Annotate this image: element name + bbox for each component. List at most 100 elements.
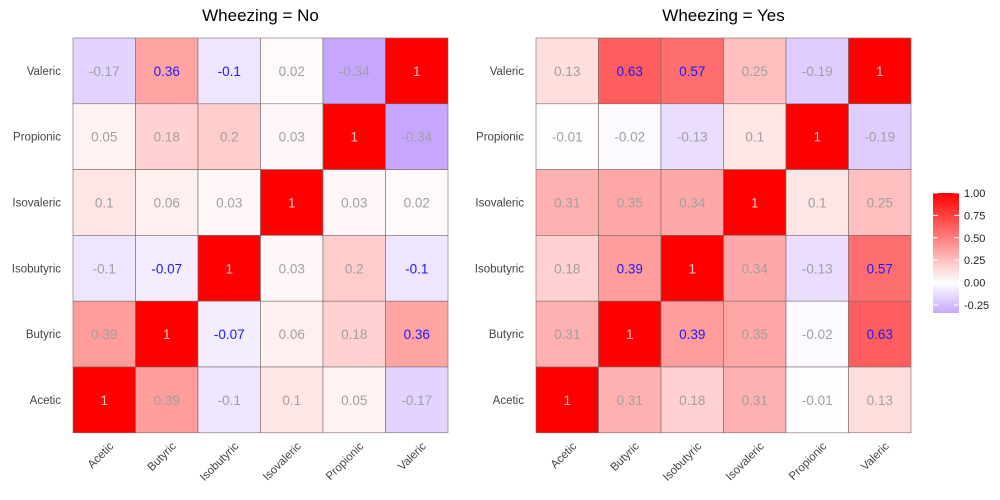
x-tick-label: Acetic [86, 440, 117, 471]
cell-value-label: 0.63 [867, 327, 893, 342]
cell-value-label: -0.17 [89, 64, 120, 79]
cell-value-label: -0.1 [405, 261, 428, 276]
legend-tick-label: -0.25 [964, 300, 989, 312]
y-tick-label: Isovaleric [12, 198, 61, 210]
heatmap-cell [197, 235, 261, 302]
cell-value-label: -0.19 [802, 64, 833, 79]
x-tick-label: Isobutyric [198, 440, 241, 483]
heatmap-cell [385, 103, 449, 170]
heatmap-cell [135, 103, 199, 170]
cell-value-label: 0.03 [279, 130, 305, 145]
heatmap-cell [723, 103, 787, 170]
cell-value-label: 1 [876, 64, 884, 79]
x-tick-label: Valeric [396, 440, 429, 473]
heatmap-cell [322, 300, 386, 368]
cell-value-label: 0.18 [341, 327, 367, 342]
heatmap-cell [385, 169, 449, 236]
heatmap-cell [260, 37, 324, 105]
y-tick-label: Isovaleric [475, 198, 524, 210]
x-tick-label: Valeric [859, 440, 892, 473]
cell-value-label: 0.18 [154, 130, 180, 145]
heatmap-cell [848, 37, 912, 105]
heatmap-cell [322, 366, 386, 434]
heatmap-cell [260, 103, 324, 170]
cell-value-label: 0.39 [617, 261, 643, 276]
cell-value-label: -0.13 [677, 130, 708, 145]
heatmap-cell [535, 366, 599, 434]
cell-value-label: 0.34 [742, 261, 769, 276]
cell-value-label: 1 [688, 261, 696, 276]
cell-value-label: -0.1 [218, 393, 241, 408]
cell-value-label: -0.02 [802, 327, 833, 342]
x-tick-label: Isovaleric [261, 440, 304, 483]
heatmap-cell [260, 366, 324, 434]
heatmap-cell [197, 37, 261, 105]
cell-value-label: -0.02 [614, 130, 645, 145]
heatmap-cell [385, 235, 449, 302]
y-tick-label: Butyric [26, 329, 61, 341]
cell-value-label: -0.07 [214, 327, 245, 342]
heatmap-cell [660, 103, 724, 170]
cell-value-label: 0.05 [341, 393, 367, 408]
cell-value-label: -0.01 [802, 393, 833, 408]
cell-value-label: 1 [288, 196, 296, 211]
cell-value-label: -0.07 [151, 261, 182, 276]
panel-title: Wheezing = No [202, 6, 319, 25]
heatmap-cell [660, 235, 724, 302]
cell-value-label: -0.34 [339, 64, 370, 79]
cell-value-label: 0.03 [341, 196, 367, 211]
heatmap-cell [598, 169, 662, 236]
heatmap-cell [72, 300, 136, 368]
heatmap-cell [260, 169, 324, 236]
cell-value-label: 1 [626, 327, 634, 342]
cell-value-label: 0.1 [282, 393, 301, 408]
x-tick-label: Acetic [549, 440, 580, 471]
heatmap-cell [598, 300, 662, 368]
cell-value-label: 0.25 [742, 64, 768, 79]
cell-value-label: -0.34 [401, 130, 432, 145]
cell-value-label: 0.31 [742, 393, 768, 408]
legend-tick-label: 0.75 [964, 210, 985, 222]
legend-tick-label: 1.00 [964, 188, 985, 200]
heatmap-cell [535, 300, 599, 368]
heatmap-cell [385, 37, 449, 105]
cell-value-label: 0.1 [808, 196, 827, 211]
legend-tick-label: 0.00 [964, 278, 985, 290]
cell-value-label: 0.2 [220, 130, 239, 145]
x-tick-label: Propionic [787, 440, 830, 483]
cell-value-label: 0.25 [867, 196, 893, 211]
cell-value-label: 0.13 [554, 64, 580, 79]
y-tick-label: Propionic [476, 132, 524, 144]
cell-value-label: 1 [813, 130, 821, 145]
cell-value-label: -0.19 [864, 130, 895, 145]
heatmap-cell [322, 37, 386, 105]
legend-colorbar [933, 193, 959, 313]
cell-value-label: 0.18 [679, 393, 705, 408]
heatmap-cell [322, 235, 386, 302]
heatmap-cell [535, 103, 599, 170]
cell-value-label: 0.57 [679, 64, 705, 79]
cell-value-label: 0.06 [279, 327, 305, 342]
cell-value-label: 0.39 [679, 327, 705, 342]
heatmap-cell [197, 169, 261, 236]
cell-value-label: 0.35 [742, 327, 768, 342]
y-tick-label: Acetic [30, 395, 62, 407]
cell-value-label: 0.63 [617, 64, 643, 79]
heatmap-cell [785, 235, 849, 302]
cell-value-label: 0.31 [617, 393, 643, 408]
y-tick-label: Valeric [490, 66, 525, 78]
cell-value-label: -0.1 [218, 64, 241, 79]
cell-value-label: 0.06 [154, 196, 180, 211]
heatmap-cell [72, 37, 136, 105]
heatmap-cell [723, 366, 787, 434]
heatmap-cell [260, 235, 324, 302]
cell-value-label: 0.34 [679, 196, 706, 211]
heatmap-cell [598, 235, 662, 302]
cell-value-label: 0.39 [154, 393, 180, 408]
heatmap-cell [848, 103, 912, 170]
cell-value-label: 1 [563, 393, 571, 408]
y-tick-label: Propionic [13, 132, 61, 144]
cell-value-label: 0.36 [154, 64, 180, 79]
legend-tick-label: 0.50 [964, 233, 985, 245]
